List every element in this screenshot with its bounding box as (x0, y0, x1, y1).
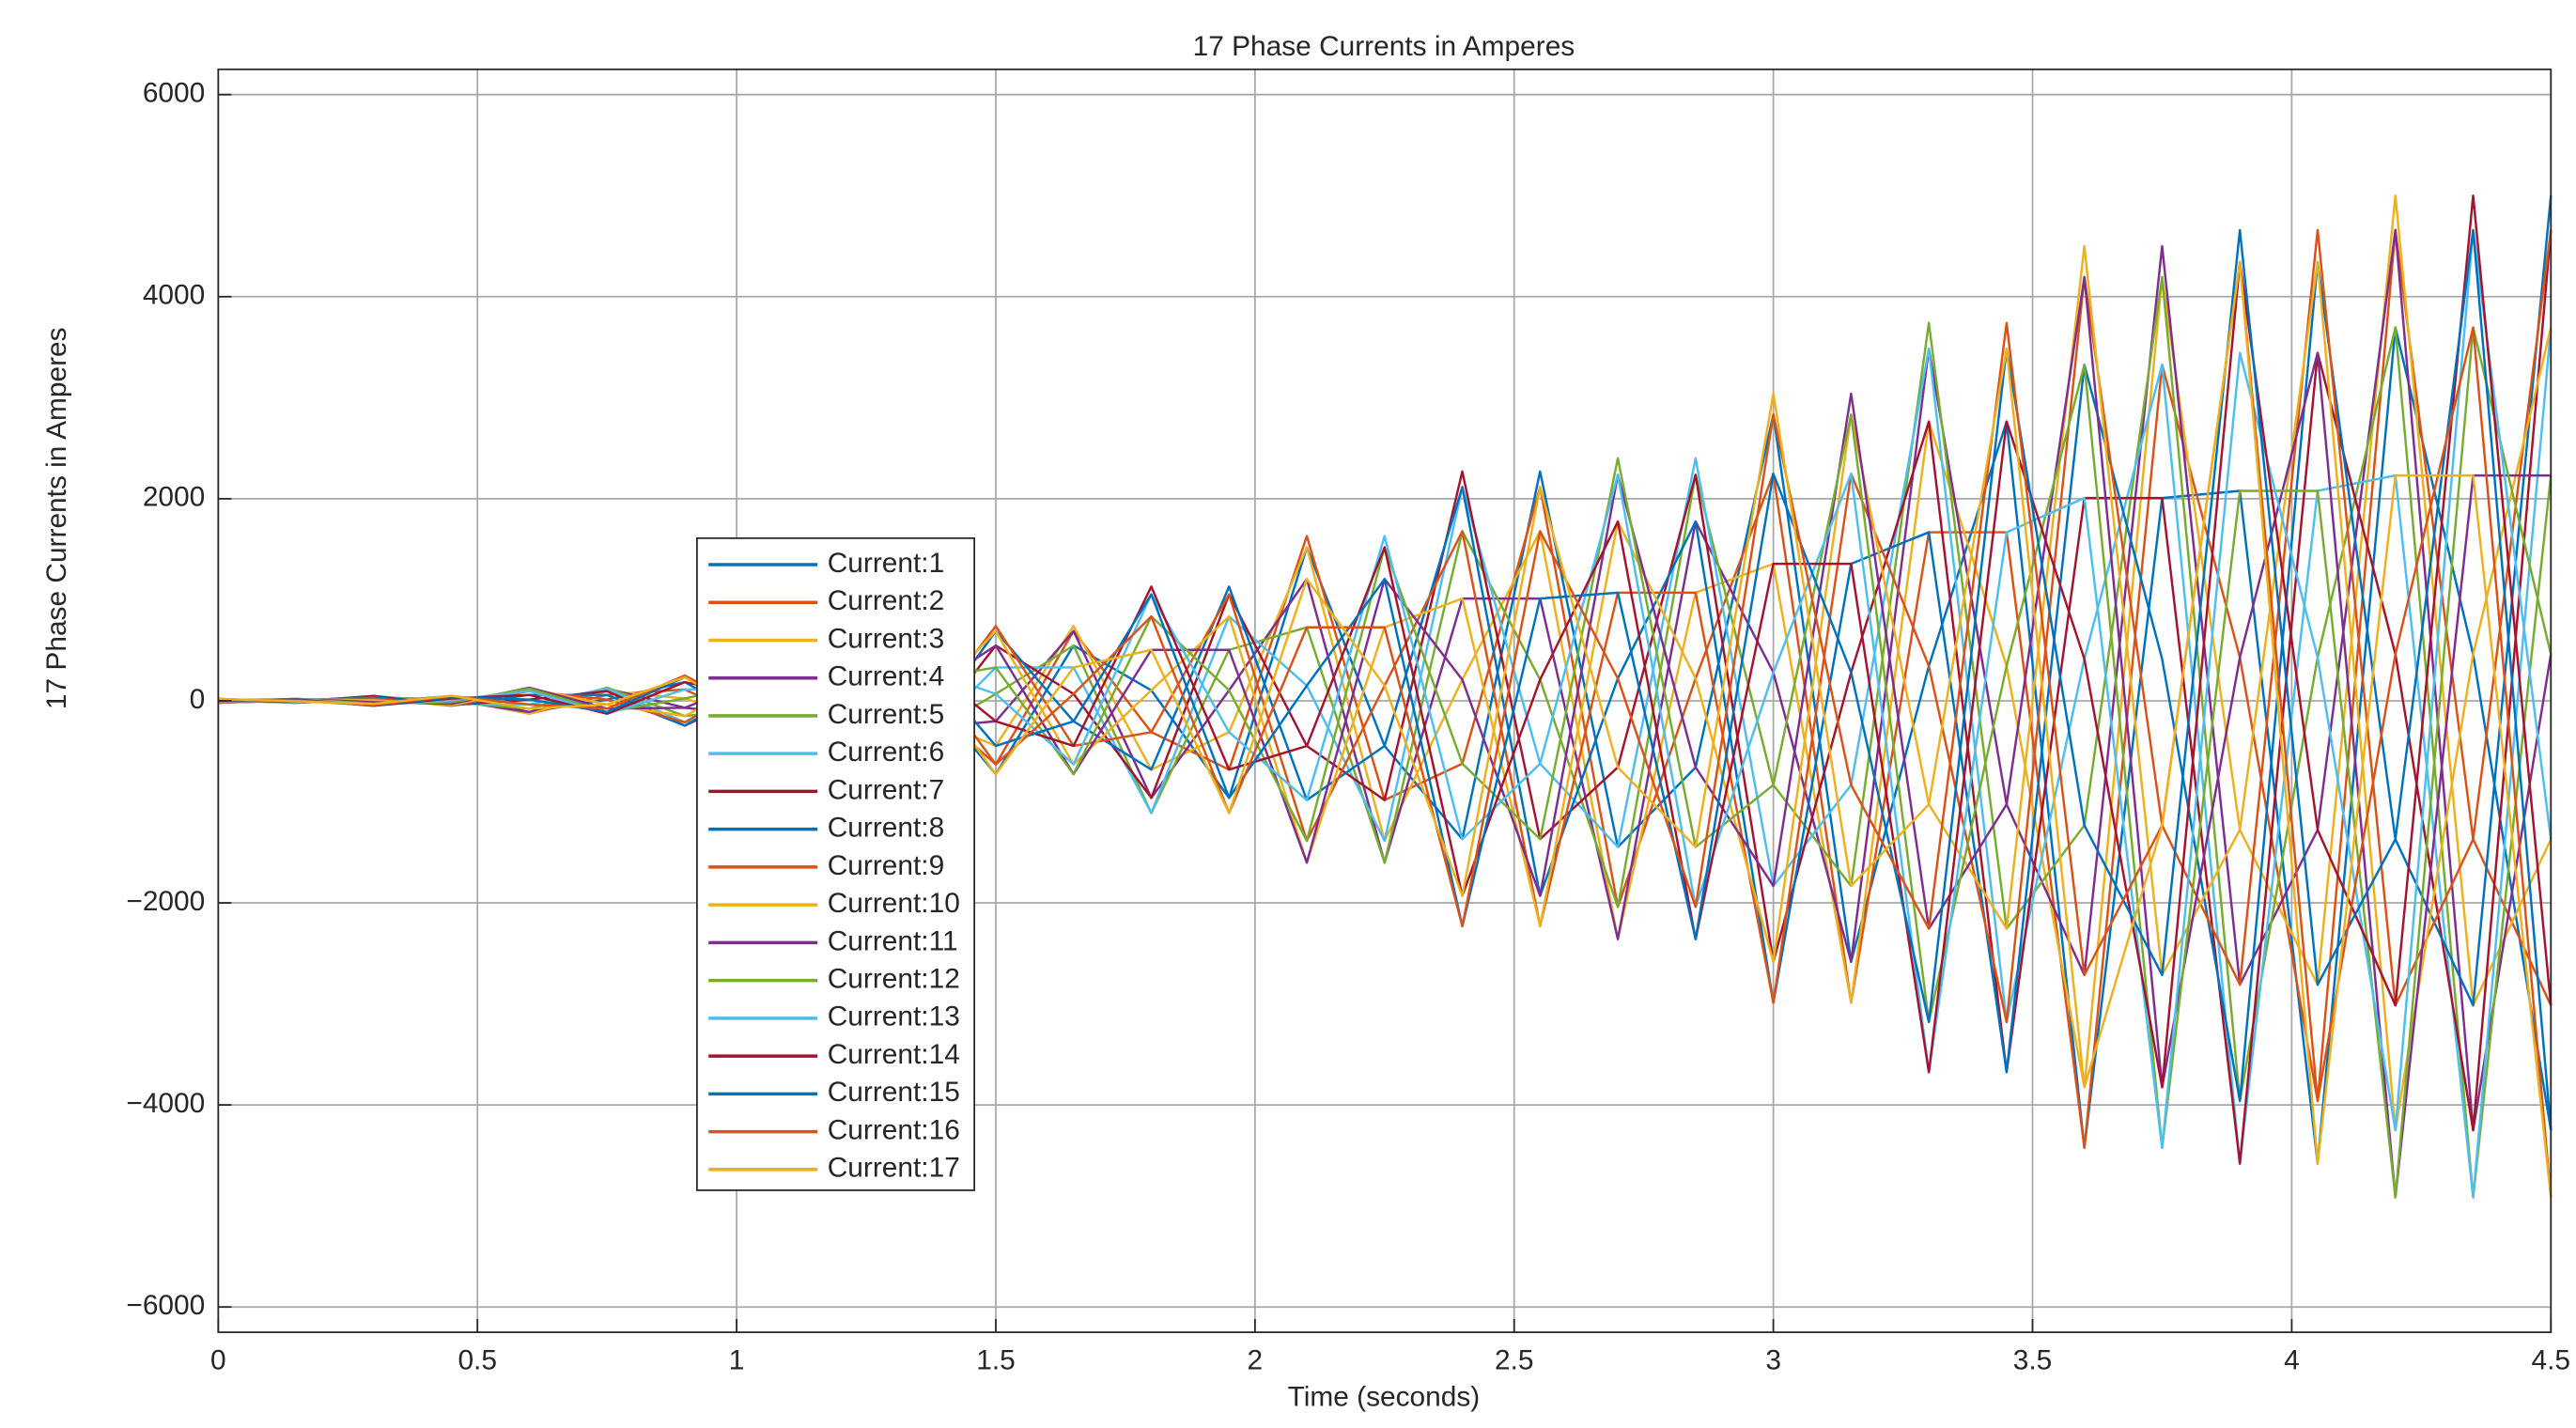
legend-label: Current:4 (828, 661, 944, 692)
x-tick-label: 4 (2284, 1345, 2300, 1376)
ticks: 0 0.5 1 1.5 2 2.5 3 3.5 4 4.5 −6000 −4000 −2000 0 2000… (126, 78, 2570, 1376)
x-tick-label: 3 (1765, 1345, 1781, 1376)
x-tick-label: 1 (729, 1345, 745, 1376)
x-tick-label: 0 (210, 1345, 226, 1376)
y-tick-label: 0 (190, 684, 206, 715)
chart-title: 17 Phase Currents in Amperes (1193, 31, 1575, 62)
legend-label: Current:8 (828, 813, 944, 844)
legend-label: Current:9 (828, 850, 944, 881)
legend-label: Current:6 (828, 737, 944, 768)
legend-label: Current:16 (828, 1114, 960, 1145)
legend-label: Current:5 (828, 699, 944, 730)
legend-label: Current:17 (828, 1153, 960, 1184)
x-tick-label: 2 (1248, 1345, 1264, 1376)
x-tick-label: 3.5 (2013, 1345, 2053, 1376)
x-tick-label: 0.5 (458, 1345, 497, 1376)
legend-box (696, 536, 976, 1191)
lines (218, 194, 2553, 1199)
legend-label: Current:1 (828, 548, 944, 579)
x-tick-label: 1.5 (976, 1345, 1016, 1376)
legend-label: Current:15 (828, 1077, 960, 1108)
y-tick-label: −2000 (126, 886, 205, 917)
legend-label: Current:2 (828, 585, 944, 616)
legend-label: Current:7 (828, 774, 944, 805)
y-tick-label: 6000 (143, 78, 205, 109)
y-tick-label: 4000 (143, 280, 205, 311)
legend-label: Current:12 (828, 964, 960, 995)
y-tick-label: −6000 (126, 1290, 205, 1321)
series-line (218, 327, 2553, 1199)
y-tick-label: 2000 (143, 482, 205, 513)
x-tick-label: 4.5 (2532, 1345, 2571, 1376)
series-line (218, 194, 2553, 1089)
legend: Current:1 Current:2 Current:3 Current:4 Curr… (696, 536, 976, 1191)
series-line (218, 195, 2553, 1103)
y-tick-label: −4000 (126, 1088, 205, 1119)
legend-label: Current:3 (828, 623, 944, 654)
y-axis-label: 17 Phase Currents in Amperes (41, 327, 72, 709)
legend-label: Current:14 (828, 1039, 960, 1070)
series-line (218, 260, 2553, 1198)
x-tick-label: 2.5 (1495, 1345, 1534, 1376)
series-line (218, 228, 2553, 1131)
legend-label: Current:11 (828, 925, 958, 956)
x-axis-label: Time (seconds) (1288, 1381, 1481, 1412)
series-line (218, 229, 2553, 1165)
legend-label: Current:13 (828, 1001, 960, 1032)
legend-label: Current:10 (828, 888, 960, 919)
